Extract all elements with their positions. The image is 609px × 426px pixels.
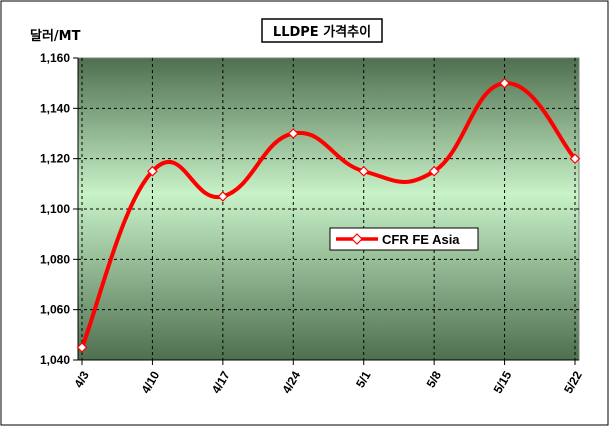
axes xyxy=(73,57,579,365)
y-tick-label: 1,140 xyxy=(40,101,70,115)
plot-area xyxy=(77,57,580,361)
data-point-marker xyxy=(569,153,581,165)
y-tick-label: 1,080 xyxy=(40,252,70,266)
data-point-marker xyxy=(428,165,440,177)
data-point-marker xyxy=(499,77,510,89)
legend-box xyxy=(329,227,479,251)
y-tick-label: 1,100 xyxy=(40,202,70,216)
legend-label: CFR FE Asia xyxy=(382,232,460,247)
data-point-marker xyxy=(358,165,370,177)
y-tick-label: 1,060 xyxy=(40,303,70,317)
y-tick-labels: 1,040 1,060 1,080 1,100 1,120 1,140 1,160 xyxy=(40,51,70,367)
data-point-marker xyxy=(217,191,229,202)
chart-title-box: LLDPE 가격추이 xyxy=(261,18,383,43)
y-axis-label: 달러/MT xyxy=(30,28,81,44)
y-tick-label: 1,120 xyxy=(40,152,70,166)
legend: CFR FE Asia xyxy=(329,227,479,251)
y-tick-label: 1,040 xyxy=(40,353,70,367)
y-tick-label: 1,160 xyxy=(40,51,70,65)
legend-marker-swatch xyxy=(351,233,363,245)
chart-title: LLDPE 가격추이 xyxy=(273,24,371,40)
data-point-marker xyxy=(287,128,299,139)
markers-layer xyxy=(76,77,581,353)
data-point-marker xyxy=(76,342,88,353)
data-point-marker xyxy=(147,165,158,177)
grid-lines xyxy=(78,58,579,360)
